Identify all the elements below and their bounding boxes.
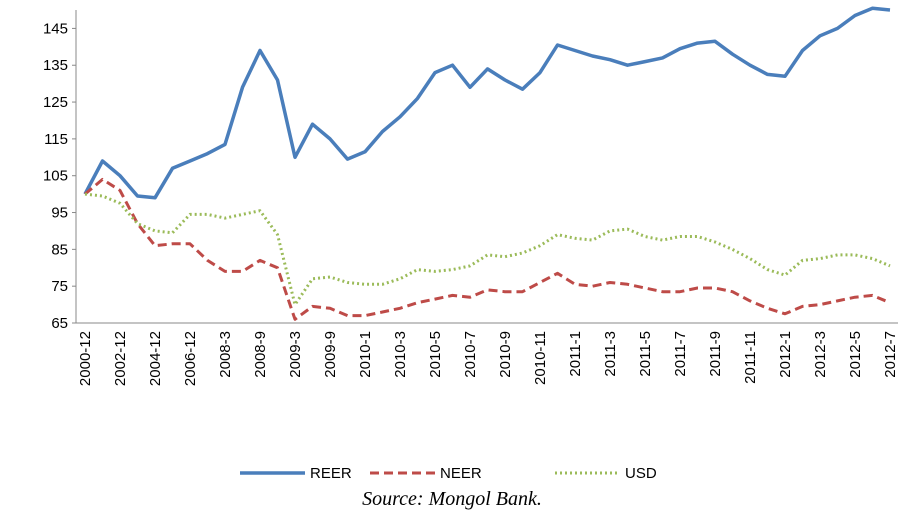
x-tick-label: 2006-12	[182, 331, 199, 386]
x-tick-label: 2012-7	[882, 331, 899, 378]
x-tick-label: 2012-3	[812, 331, 829, 378]
x-tick-label: 2011-1	[567, 331, 584, 377]
x-tick-label: 2011-11	[742, 331, 759, 384]
x-tick-label: 2009-3	[287, 331, 304, 378]
legend-label: USD	[625, 465, 657, 482]
x-tick-label: 2010-1	[357, 331, 374, 378]
series-line	[83, 6, 891, 200]
series-line	[84, 192, 891, 307]
y-tick-label: 145	[43, 20, 68, 37]
x-tick-label: 2011-9	[707, 331, 724, 377]
x-tick-label: 2011-5	[637, 331, 654, 377]
x-tick-label: 2002-12	[112, 331, 129, 386]
x-tick-label: 2008-9	[252, 331, 269, 378]
y-tick-label: 95	[51, 205, 68, 222]
x-tick-label: 2000-12	[77, 331, 94, 386]
y-tick-label: 125	[43, 94, 68, 111]
x-tick-label: 2011-7	[672, 331, 689, 377]
y-tick-label: 135	[43, 57, 68, 74]
legend-label: NEER	[440, 465, 482, 482]
x-tick-label: 2010-11	[532, 331, 549, 385]
x-tick-label: 2009-9	[322, 331, 339, 378]
x-tick-label: 2012-5	[847, 331, 864, 378]
y-tick-label: 115	[44, 131, 68, 148]
x-tick-label: 2008-3	[217, 331, 234, 378]
legend-label: REER	[310, 465, 352, 482]
x-tick-label: 2012-1	[777, 331, 794, 378]
y-tick-label: 65	[51, 315, 68, 332]
source-note: Source: Mongol Bank.	[362, 488, 542, 510]
x-tick-label: 2010-3	[392, 331, 409, 378]
y-tick-label: 75	[51, 278, 68, 295]
x-tick-label: 2010-5	[427, 331, 444, 378]
x-tick-label: 2010-9	[497, 331, 514, 378]
y-tick-label: 85	[51, 241, 68, 258]
y-tick-label: 105	[43, 168, 68, 185]
x-tick-label: 2011-3	[602, 331, 619, 377]
x-tick-label: 2010-7	[462, 331, 479, 378]
x-tick-label: 2004-12	[147, 331, 164, 386]
series-line	[84, 177, 891, 321]
